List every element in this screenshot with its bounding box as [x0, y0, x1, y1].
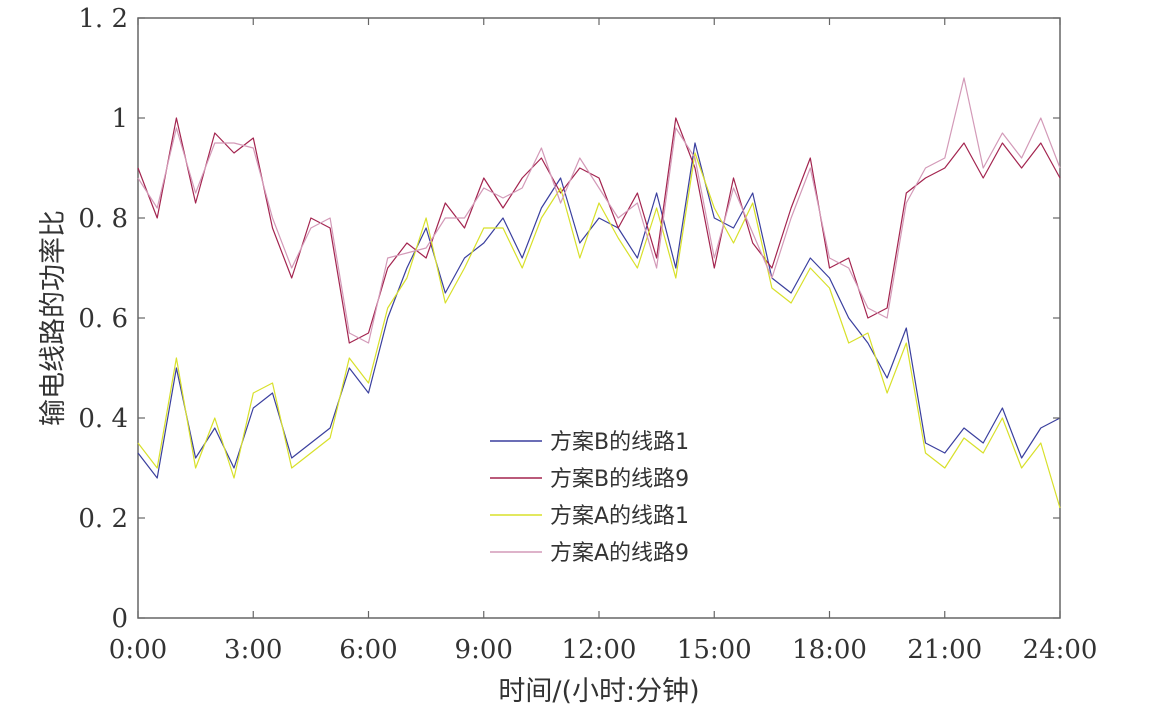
x-tick-label: 21:00 — [907, 635, 982, 665]
series-line-4 — [137, 77, 1061, 344]
legend-label-2: 方案B的线路9 — [550, 467, 689, 492]
series-line-2 — [137, 117, 1061, 344]
x-tick-label: 12:00 — [562, 635, 637, 665]
x-tick-label: 0:00 — [109, 635, 167, 665]
y-tick-label: 0 — [111, 604, 128, 634]
series-layer — [137, 77, 1061, 509]
legend-label-1: 方案B的线路1 — [550, 430, 689, 455]
y-tick-label: 0. 4 — [78, 404, 128, 434]
x-tick-label: 9:00 — [455, 635, 513, 665]
legend-label-4: 方案A的线路9 — [550, 541, 689, 566]
y-axis: 0 0. 2 0. 4 0. 6 0. 8 1 1. 2 — [78, 4, 1060, 634]
legend: 方案B的线路1 方案B的线路9 方案A的线路1 方案A的线路9 — [490, 430, 689, 566]
y-tick-label: 0. 6 — [78, 304, 128, 334]
series-line-3 — [137, 152, 1061, 509]
x-axis-title: 时间/(小时:分钟) — [498, 676, 699, 707]
x-tick-label: 3:00 — [224, 635, 282, 665]
y-axis-title: 输电线路的功率比 — [38, 210, 69, 426]
x-axis: 0:00 3:00 6:00 9:00 12:00 15:00 18:00 21:00 24:0… — [109, 18, 1098, 665]
y-tick-label: 1. 2 — [78, 4, 128, 34]
x-tick-label: 6:00 — [339, 635, 397, 665]
x-tick-label: 18:00 — [792, 635, 867, 665]
y-tick-label: 0. 8 — [78, 204, 128, 234]
legend-label-3: 方案A的线路1 — [550, 504, 689, 529]
x-tick-label: 15:00 — [677, 635, 752, 665]
y-tick-label: 0. 2 — [78, 504, 128, 534]
y-tick-label: 1 — [111, 104, 128, 134]
series-line-1 — [137, 142, 1061, 479]
x-tick-label: 24:00 — [1023, 635, 1098, 665]
